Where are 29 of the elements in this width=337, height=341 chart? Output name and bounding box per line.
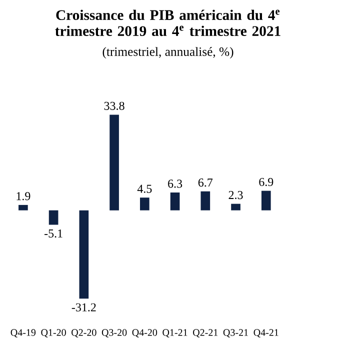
data-label: 6.9 <box>259 178 274 186</box>
x-tick-label: Q1-21 <box>162 329 188 338</box>
data-label: 33.8 <box>104 102 124 110</box>
x-tick-label: Q3-21 <box>223 329 248 338</box>
x-tick-label: Q4-20 <box>132 329 158 338</box>
bar <box>18 204 28 210</box>
x-tick-label: Q3-20 <box>102 329 127 338</box>
bar <box>79 210 89 299</box>
x-tick-label: Q4-19 <box>10 329 36 338</box>
data-label: 6.3 <box>168 180 182 188</box>
data-label: -5.1 <box>44 229 62 238</box>
bar <box>200 191 210 210</box>
bar <box>140 198 150 210</box>
bar <box>48 210 58 225</box>
x-tick-label: Q2-20 <box>72 329 96 338</box>
data-label: 4.5 <box>137 184 152 193</box>
x-tick-label: Q1-20 <box>41 329 66 338</box>
bar <box>231 204 240 210</box>
bar <box>261 190 271 210</box>
data-label: -31.2 <box>72 303 96 312</box>
chart-title: Croissance du PIB américain du 4$^{e}$ trimestre 2019 au 4$^{e}$ trimestre 2021 <box>55 10 280 36</box>
x-tick-label: Q2-21 <box>193 329 218 338</box>
data-label: 6.7 <box>198 178 213 187</box>
x-tick-label: Q4-21 <box>254 329 278 338</box>
data-label: 1.9 <box>16 192 30 200</box>
bar <box>170 192 180 210</box>
data-label: 2.3 <box>228 190 243 200</box>
chart-subtitle: (trimestriel, annualisé, %) <box>102 47 234 59</box>
bar <box>110 114 119 210</box>
